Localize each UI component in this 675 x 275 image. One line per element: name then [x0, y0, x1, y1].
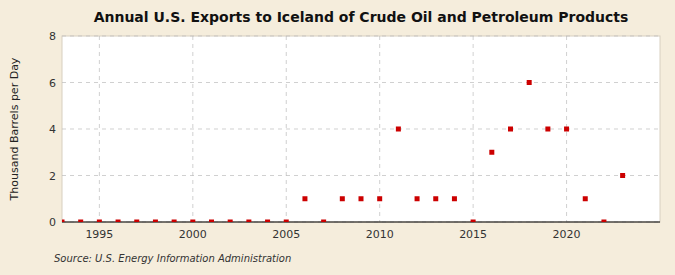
point	[620, 173, 625, 178]
point	[246, 220, 251, 223]
x-tick-label: 1995	[85, 228, 113, 241]
y-grid-line	[62, 82, 660, 83]
plot-background	[62, 36, 660, 222]
point	[284, 220, 289, 223]
grid	[62, 36, 660, 222]
point	[359, 196, 364, 201]
chart-container: 0 2 4 6 8 1995 2000 2005 2010 2015 2020 Annual U.S.…	[0, 0, 675, 275]
point	[321, 220, 326, 223]
point	[396, 127, 401, 132]
point	[601, 220, 606, 223]
title: Annual U.S. Exports to Iceland of Crude …	[94, 9, 629, 25]
x-axis-line	[62, 222, 660, 223]
y-tick-label: 0	[49, 216, 56, 229]
x-grid-line	[192, 36, 193, 222]
point	[302, 196, 307, 201]
y-tick-label: 6	[49, 77, 56, 90]
x-grid-line	[286, 36, 287, 222]
point	[583, 196, 588, 201]
point	[340, 196, 345, 201]
point	[489, 150, 494, 155]
x-tick-label: 2015	[459, 228, 487, 241]
point	[209, 220, 214, 223]
point	[116, 220, 121, 223]
chart-svg: 0 2 4 6 8 1995 2000 2005 2010 2015 2020 Annual U.S.…	[0, 0, 675, 275]
point	[172, 220, 177, 223]
marks	[62, 80, 625, 222]
point	[527, 80, 532, 85]
point	[134, 220, 139, 223]
y-grid-line	[62, 36, 660, 37]
source-note: Source: U.S. Energy Information Administ…	[54, 253, 291, 264]
point	[153, 220, 158, 223]
point	[433, 196, 438, 201]
x-grid-line	[473, 36, 474, 222]
point	[190, 220, 195, 223]
point	[471, 220, 476, 223]
y-tick-label: 2	[49, 170, 56, 183]
point	[62, 220, 65, 223]
point	[265, 220, 270, 223]
y-grid-line	[62, 222, 660, 223]
x-tick-label: 2010	[366, 228, 394, 241]
point	[97, 220, 102, 223]
point	[564, 127, 569, 132]
y-tick-label: 4	[49, 123, 56, 136]
y-grid-line	[62, 175, 660, 176]
point	[545, 127, 550, 132]
x-grid-line	[379, 36, 380, 222]
y-tick-label: 8	[49, 30, 56, 43]
x-tick-label: 2005	[272, 228, 300, 241]
point	[452, 196, 457, 201]
x-grid-line	[99, 36, 100, 222]
point	[415, 196, 420, 201]
x-tick-label: 2000	[179, 228, 207, 241]
x-tick-label: 2020	[553, 228, 581, 241]
point	[78, 220, 83, 223]
point	[508, 127, 513, 132]
point	[377, 196, 382, 201]
y-grid-line	[62, 129, 660, 130]
y-axis-label: Thousand Barrels per Day	[8, 57, 21, 201]
point	[228, 220, 233, 223]
